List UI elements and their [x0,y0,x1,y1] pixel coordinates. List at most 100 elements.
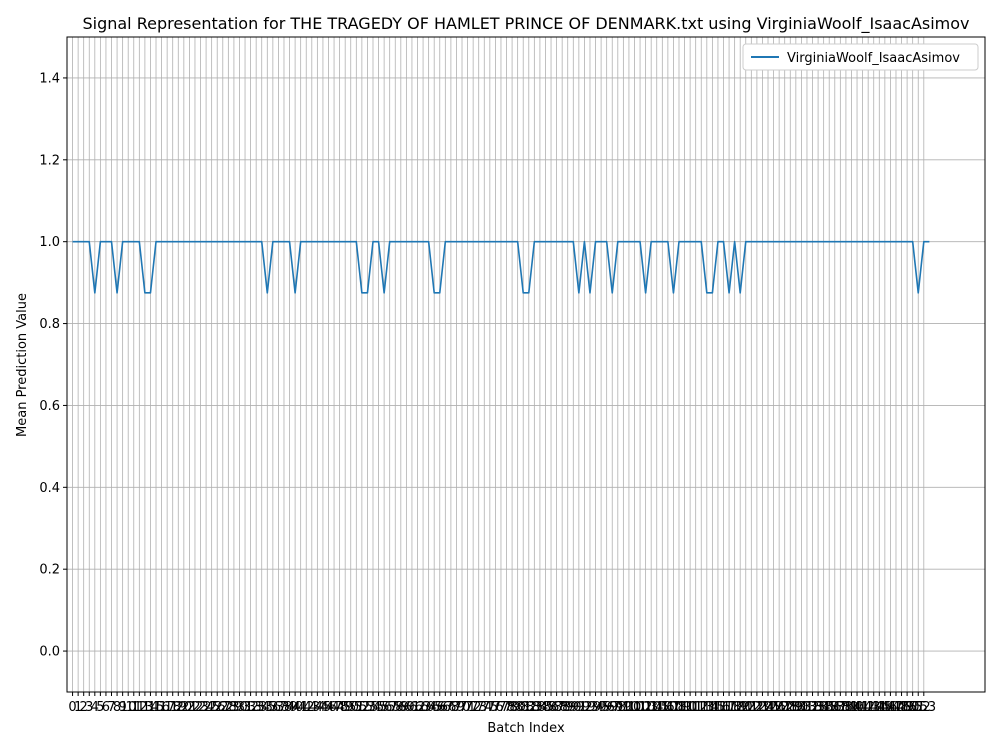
x-tick-label: 21 [181,700,198,715]
x-tick-label: 146 [872,700,897,715]
x-tick-label: 102 [628,700,653,715]
x-tick-label: 138 [828,700,853,715]
x-tick-label: 61 [404,700,421,715]
y-tick-label: 1.0 [39,235,60,250]
x-tick-label: 44 [309,700,326,715]
x-tick-label: 111 [678,700,703,715]
x-tick-label: 123 [744,700,769,715]
x-tick-label: 149 [889,700,914,715]
x-ticks: 0123456789101112131415161718192021222324… [68,692,936,715]
x-tick-label: 63 [415,700,432,715]
x-tick-label: 135 [811,700,836,715]
x-tick-label: 10 [120,700,137,715]
x-tick-label: 6 [102,700,110,715]
x-tick-label: 136 [817,700,842,715]
series-line [72,240,930,294]
x-tick-label: 103 [633,700,658,715]
x-tick-label: 5 [96,700,104,715]
x-tick-label: 59 [393,700,410,715]
x-tick-label: 40 [287,700,304,715]
x-tick-label: 29 [226,700,243,715]
x-tick-label: 62 [409,700,426,715]
x-tick-label: 53 [359,700,376,715]
x-tick-label: 117 [711,700,736,715]
x-tick-label: 105 [644,700,669,715]
x-tick-label: 47 [326,700,343,715]
x-tick-label: 24 [198,700,215,715]
y-tick-label: 0.4 [39,481,60,496]
x-tick-label: 38 [276,700,293,715]
x-tick-label: 101 [622,700,647,715]
x-tick-label: 0 [68,700,76,715]
x-tick-label: 35 [259,700,276,715]
series-layer [72,240,930,294]
x-tick-label: 125 [756,700,781,715]
x-tick-label: 69 [448,700,465,715]
x-tick-label: 32 [242,700,259,715]
x-tick-label: 30 [231,700,248,715]
x-tick-label: 37 [270,700,287,715]
x-tick-label: 22 [187,700,204,715]
x-tick-label: 14 [142,700,159,715]
x-tick-label: 95 [593,700,610,715]
x-tick-label: 150 [895,700,920,715]
x-tick-label: 94 [587,700,604,715]
x-tick-label: 60 [398,700,415,715]
x-tick-label: 88 [554,700,571,715]
x-tick-label: 118 [717,700,742,715]
x-tick-label: 66 [431,700,448,715]
x-tick-label: 104 [639,700,664,715]
x-tick-label: 17 [159,700,176,715]
x-tick-label: 126 [761,700,786,715]
x-tick-label: 137 [822,700,847,715]
x-tick-label: 124 [750,700,775,715]
x-tick-label: 39 [281,700,298,715]
x-tick-label: 87 [548,700,565,715]
x-tick-label: 81 [515,700,532,715]
x-tick-label: 77 [493,700,510,715]
x-tick-label: 28 [220,700,237,715]
chart-title: Signal Representation for THE TRAGEDY OF… [82,14,969,34]
x-tick-label: 85 [537,700,554,715]
x-tick-label: 65 [426,700,443,715]
x-tick-label: 76 [487,700,504,715]
x-tick-label: 145 [867,700,892,715]
x-tick-label: 91 [571,700,588,715]
x-tick-label: 15 [148,700,165,715]
x-tick-label: 113 [689,700,714,715]
x-tick-label: 128 [772,700,797,715]
x-grid-lines [72,37,925,692]
x-tick-label: 114 [694,700,719,715]
y-axis-label: Mean Prediction Value [15,293,30,437]
x-tick-label: 68 [443,700,460,715]
x-tick-label: 84 [532,700,549,715]
x-tick-label: 48 [331,700,348,715]
x-tick-label: 96 [598,700,615,715]
x-tick-label: 122 [739,700,764,715]
x-tick-label: 141 [845,700,870,715]
x-tick-label: 58 [387,700,404,715]
x-tick-label: 130 [783,700,808,715]
x-tick-label: 144 [861,700,886,715]
x-tick-label: 78 [498,700,515,715]
legend-label: VirginiaWoolf_IsaacAsimov [787,51,960,66]
x-tick-label: 119 [722,700,747,715]
x-tick-label: 27 [215,700,232,715]
y-grid-lines [67,77,985,652]
x-tick-label: 116 [706,700,731,715]
x-tick-label: 112 [683,700,708,715]
x-tick-label: 36 [265,700,282,715]
x-tick-label: 2 [80,700,88,715]
x-tick-label: 151 [900,700,925,715]
x-tick-label: 109 [667,700,692,715]
x-tick-label: 3 [85,700,93,715]
y-tick-label: 0.2 [39,563,60,578]
x-tick-label: 33 [248,700,265,715]
x-tick-label: 23 [192,700,209,715]
x-tick-label: 98 [610,700,627,715]
x-tick-label: 49 [337,700,354,715]
x-tick-label: 20 [176,700,193,715]
x-tick-label: 75 [482,700,499,715]
x-tick-label: 133 [800,700,825,715]
